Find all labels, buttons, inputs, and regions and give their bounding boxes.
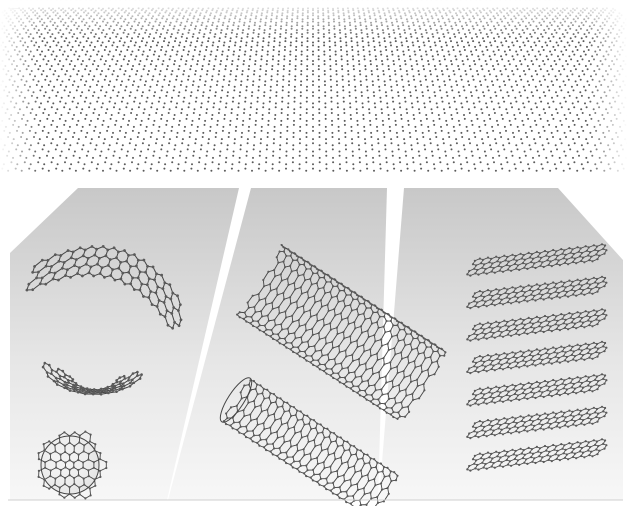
nanotube-structures	[219, 244, 447, 506]
graphite-layers	[466, 243, 608, 472]
nanotube-open	[236, 244, 447, 420]
buckyball-fragment-bowl	[41, 361, 143, 396]
graphite-layer	[466, 405, 608, 440]
graphite-layer	[466, 438, 608, 472]
buckyball	[37, 430, 108, 500]
nanotube-closed	[219, 377, 399, 506]
panel-graphite	[379, 188, 623, 500]
fullerene-structures	[25, 245, 183, 500]
graphite-layer	[466, 373, 608, 407]
graphite-layer	[466, 340, 608, 375]
graphite-layer	[466, 308, 608, 342]
buckyball-fragment-open	[25, 245, 183, 330]
panel-fullerene	[10, 188, 239, 500]
graphite-layer	[466, 275, 608, 310]
graphite-layer	[466, 243, 608, 277]
